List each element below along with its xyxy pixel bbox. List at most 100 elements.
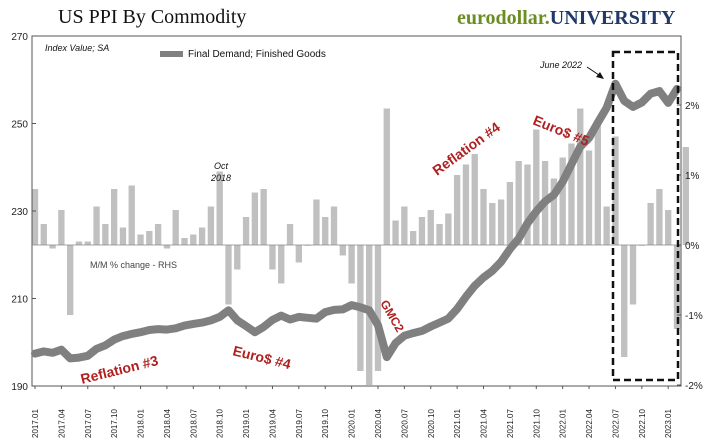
bar bbox=[682, 147, 689, 245]
bar bbox=[242, 217, 250, 245]
bar bbox=[550, 178, 558, 245]
bar bbox=[401, 206, 408, 245]
line-layer bbox=[31, 79, 681, 363]
left-tick-label: 210 bbox=[11, 295, 28, 306]
right-tick-label: -2% bbox=[685, 381, 703, 392]
index-line bbox=[31, 79, 681, 363]
x-tick-label: 2018.04 bbox=[163, 409, 172, 438]
annotation-2018: 2018 bbox=[210, 173, 231, 183]
x-tick-label: 2021.01 bbox=[453, 409, 462, 438]
bar bbox=[330, 206, 338, 245]
x-tick-label: 2021.07 bbox=[506, 409, 515, 438]
bar bbox=[383, 108, 390, 245]
bar bbox=[453, 175, 461, 245]
bar bbox=[181, 238, 188, 245]
annotation-june-2022: June 2022 bbox=[539, 60, 582, 70]
bar bbox=[665, 210, 672, 245]
bar bbox=[418, 217, 426, 245]
brand-logo-part1: eurodollar. bbox=[457, 7, 550, 29]
bar bbox=[295, 245, 303, 263]
right-tick-label: 1% bbox=[685, 171, 700, 182]
bar bbox=[585, 150, 593, 245]
x-tick-label: 2018.01 bbox=[137, 409, 146, 438]
bar bbox=[102, 224, 109, 245]
bar bbox=[533, 129, 540, 245]
bar bbox=[260, 189, 267, 245]
bar bbox=[497, 199, 505, 245]
left-tick-label: 270 bbox=[11, 32, 28, 43]
bar bbox=[594, 122, 602, 245]
bar bbox=[154, 224, 162, 245]
bar bbox=[286, 224, 294, 245]
bar bbox=[489, 203, 496, 245]
bar bbox=[656, 189, 663, 245]
bar bbox=[445, 213, 452, 245]
bar bbox=[629, 245, 637, 305]
bar bbox=[251, 192, 259, 245]
x-tick-label: 2023.01 bbox=[664, 409, 673, 438]
bar bbox=[198, 227, 206, 245]
bar bbox=[612, 136, 619, 245]
bar bbox=[225, 245, 232, 305]
bar bbox=[207, 206, 215, 245]
bar bbox=[58, 210, 65, 245]
bar bbox=[577, 108, 584, 245]
bar bbox=[471, 154, 478, 245]
right-tick-label: 0% bbox=[685, 241, 700, 252]
bar bbox=[409, 231, 417, 245]
bar bbox=[93, 206, 100, 245]
x-tick-label: 2018.07 bbox=[189, 409, 198, 438]
x-tick-label: 2019.01 bbox=[242, 409, 251, 438]
bar bbox=[31, 189, 39, 245]
bar bbox=[524, 164, 531, 245]
highlight-box bbox=[611, 50, 680, 382]
bar bbox=[278, 245, 285, 284]
chart-title: US PPI By Commodity bbox=[58, 6, 247, 28]
x-tick-label: 2020.01 bbox=[348, 409, 357, 438]
x-tick-label: 2022.07 bbox=[611, 409, 620, 438]
bar bbox=[269, 245, 276, 270]
bar bbox=[172, 210, 179, 245]
x-tick-label: 2021.04 bbox=[480, 409, 489, 438]
bar bbox=[506, 182, 514, 245]
bar bbox=[163, 245, 171, 249]
bar bbox=[40, 224, 47, 245]
bar bbox=[67, 245, 74, 315]
bar bbox=[119, 227, 127, 245]
x-tick-label: 2022.04 bbox=[585, 409, 594, 438]
bar bbox=[339, 245, 346, 256]
x-tick-label: 2018.10 bbox=[216, 409, 225, 438]
bar bbox=[216, 171, 223, 245]
bar bbox=[348, 245, 355, 284]
bar bbox=[234, 245, 241, 270]
bar bbox=[436, 224, 443, 245]
x-tick-label: 2017.04 bbox=[57, 409, 66, 438]
bar bbox=[75, 241, 83, 245]
brand-logo-part2: UNIVERSITY bbox=[549, 7, 676, 29]
bar bbox=[392, 220, 399, 245]
x-tick-label: 2022.01 bbox=[559, 409, 568, 438]
bar bbox=[559, 157, 566, 245]
bar bbox=[568, 143, 575, 245]
bar bbox=[462, 164, 470, 245]
bar bbox=[603, 206, 610, 245]
brand-logo: eurodollar.UNIVERSITY bbox=[457, 7, 675, 30]
right-tick-label: 2% bbox=[685, 101, 700, 112]
legend-label: Final Demand; Finished Goods bbox=[188, 49, 326, 60]
bar bbox=[322, 217, 329, 245]
annotation-eurodollar-4: Euro$ #4 bbox=[231, 342, 292, 372]
bars-layer bbox=[31, 108, 689, 385]
bar bbox=[313, 199, 320, 245]
x-tick-label: 2017.10 bbox=[110, 409, 119, 438]
bar bbox=[427, 210, 434, 245]
left-tick-label: 230 bbox=[11, 207, 28, 218]
x-tick-label: 2017.01 bbox=[31, 409, 40, 438]
bar bbox=[137, 234, 144, 245]
rhs-label: M/M % change - RHS bbox=[90, 260, 177, 270]
x-tick-label: 2019.10 bbox=[321, 409, 330, 438]
x-tick-label: 2019.07 bbox=[295, 409, 304, 438]
x-tick-label: 2022.10 bbox=[638, 409, 647, 438]
right-tick-label: -1% bbox=[685, 311, 703, 322]
x-tick-label: 2017.07 bbox=[84, 409, 93, 438]
